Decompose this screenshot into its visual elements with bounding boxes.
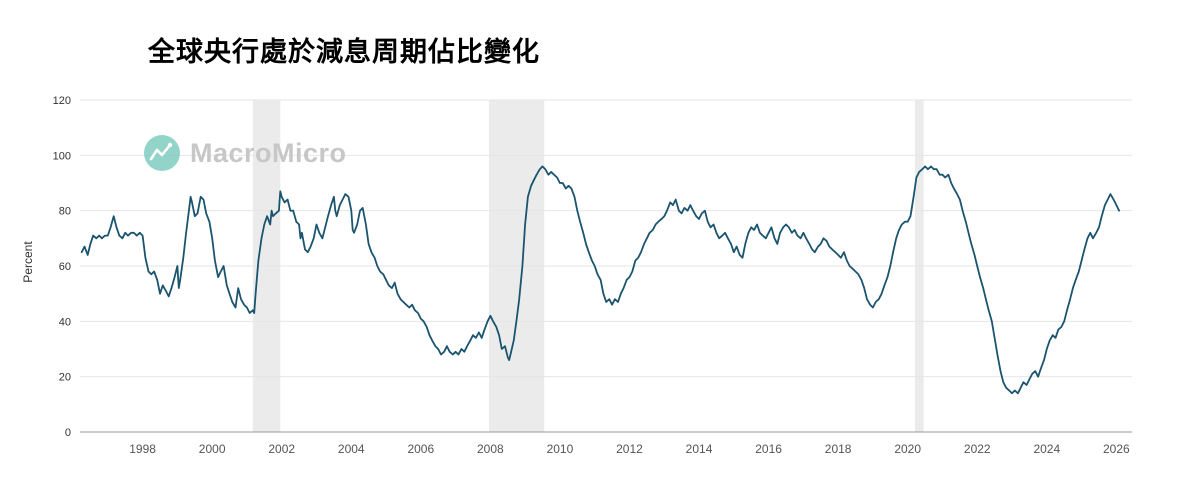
y-tick-label: 20	[59, 372, 71, 384]
y-tick-label: 60	[59, 261, 71, 273]
y-tick-label: 80	[59, 206, 71, 218]
x-tick-label: 2026	[1103, 442, 1130, 456]
y-tick-label: 40	[59, 316, 71, 328]
x-tick-label: 2008	[477, 442, 504, 456]
x-tick-label: 2012	[616, 442, 643, 456]
x-tick-label: 2000	[199, 442, 226, 456]
page-title: 全球央行處於減息周期佔比變化	[148, 37, 540, 67]
y-tick-label: 100	[53, 150, 71, 162]
x-tick-label: 2020	[894, 442, 921, 456]
x-tick-label: 2002	[268, 442, 295, 456]
x-tick-label: 2004	[338, 442, 365, 456]
data-line-series	[80, 165, 1120, 395]
y-tick-label: 120	[53, 95, 71, 107]
x-tick-label: 2022	[964, 442, 991, 456]
y-tick-label: 0	[65, 427, 71, 439]
x-tick-label: 2018	[825, 442, 852, 456]
x-tick-label: 1998	[129, 442, 156, 456]
x-tick-label: 2010	[547, 442, 574, 456]
x-tick-label: 2014	[686, 442, 713, 456]
x-tick-label: 2016	[755, 442, 782, 456]
x-tick-label: 2024	[1033, 442, 1060, 456]
x-tick-label: 2006	[407, 442, 434, 456]
